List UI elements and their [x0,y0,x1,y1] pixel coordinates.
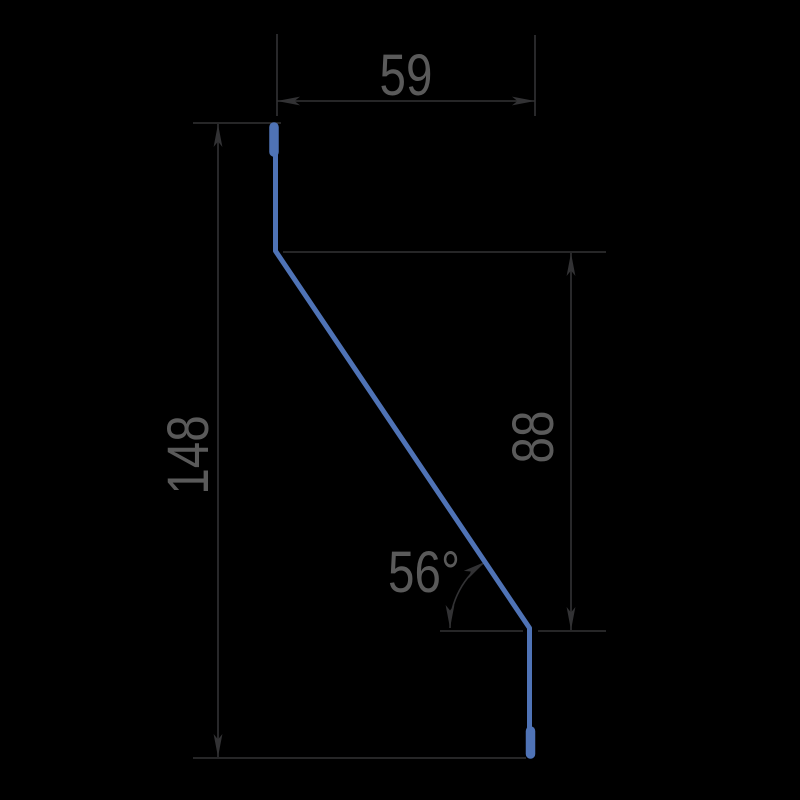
dimension-bend-angle: 56° [388,541,486,629]
dimension-label-right-height: 88 [502,411,567,464]
dimension-label-left-height: 148 [157,415,222,494]
profile-outline [269,122,536,759]
dimension-label-top-width: 59 [380,44,433,109]
dimension-left-height: 148 [157,122,526,759]
angle-arc [445,561,486,629]
profile-path [273,125,532,756]
dimension-label-bend-angle: 56° [388,541,460,606]
dimension-right-height: 88 [283,251,606,632]
dimension-top-width: 59 [276,34,536,116]
